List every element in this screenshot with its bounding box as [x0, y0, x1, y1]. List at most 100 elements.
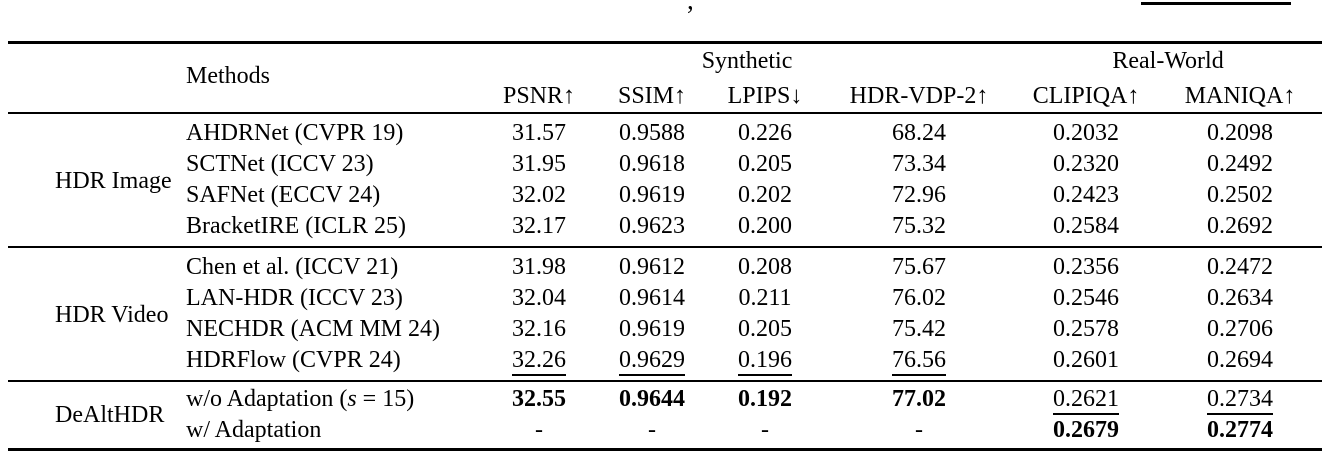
table-row: SAFNet (ECCV 24) 32.02 0.9619 0.202 72.96 0.2…	[8, 180, 1322, 211]
method-cell: SCTNet (ICCV 23)	[186, 150, 374, 177]
method-cell: BracketIRE (ICLR 25)	[186, 212, 406, 239]
value-cell: 0.2774	[1207, 416, 1274, 443]
value-cell: 0.226	[738, 119, 792, 146]
value-cell: 0.9619	[619, 315, 685, 342]
method-cell: NECHDR (ACM MM 24)	[186, 315, 441, 342]
value-cell: 76.02	[892, 284, 947, 311]
value-cell: 75.67	[892, 253, 947, 280]
clipiqa-column-header: CLIPIQA↑	[1032, 82, 1140, 109]
value-cell: 32.55	[512, 385, 566, 412]
value-cell: 0.2356	[1053, 253, 1120, 280]
value-cell: 0.2546	[1053, 284, 1120, 311]
value-cell: -	[915, 416, 924, 443]
table-row: DeAltHDR w/o Adaptation (s = 15) 32.55 0.96…	[8, 381, 1322, 428]
ssim-column-header: SSIM↑	[617, 82, 687, 109]
value-cell: 0.200	[738, 212, 792, 239]
value-cell: 0.2734	[1158, 381, 1322, 415]
method-cell: w/o Adaptation (s = 15)	[186, 385, 415, 412]
value-cell: 0.2621	[1014, 381, 1158, 415]
value-cell: 77.02	[892, 385, 947, 412]
table-row: HDR Image AHDRNet (CVPR 19) 31.57 0.9588 0.2…	[8, 113, 1322, 195]
value-cell: 76.56	[824, 345, 1014, 381]
table-row: HDRFlow (CVPR 24) 32.26 0.9629 0.196 76.56 0.…	[8, 345, 1322, 381]
value-cell: 0.9629	[598, 345, 706, 381]
hdr-vdp-2-column-header: HDR-VDP-2↑	[849, 82, 989, 109]
value-cell: 0.2578	[1053, 315, 1120, 342]
value-cell: 0.2492	[1207, 150, 1274, 177]
table-row: HDR Video Chen et al. (ICCV 21) 31.98 0.961…	[8, 247, 1322, 329]
lpips-column-header: LPIPS↓	[727, 82, 803, 109]
value-cell: 0.2601	[1053, 346, 1120, 373]
value-cell: 75.42	[892, 315, 947, 342]
method-cell: SAFNet (ECCV 24)	[186, 181, 381, 208]
value-cell: 32.26	[480, 345, 598, 381]
value-cell: 0.192	[738, 385, 792, 412]
value-cell: 0.9588	[619, 119, 685, 146]
value-cell: 0.2692	[1207, 212, 1274, 239]
maniqa-column-header: MANIQA↑	[1184, 82, 1296, 109]
value-cell: 0.196	[706, 345, 824, 381]
value-cell: 0.2098	[1207, 119, 1274, 146]
value-cell: 0.2032	[1053, 119, 1120, 146]
value-cell: 0.9644	[619, 385, 685, 412]
value-cell: 0.208	[738, 253, 792, 280]
value-cell: 0.2634	[1207, 284, 1274, 311]
method-cell: HDRFlow (CVPR 24)	[186, 346, 401, 373]
method-cell: LAN-HDR (ICCV 23)	[186, 284, 403, 311]
value-cell: 0.9614	[619, 284, 685, 311]
value-cell: 68.24	[892, 119, 947, 146]
table-row: SCTNet (ICCV 23) 31.95 0.9618 0.205 73.34 0.2…	[8, 149, 1322, 180]
value-cell: 0.2679	[1053, 416, 1120, 443]
group-hdr-video: HDR Video Chen et al. (ICCV 21) 31.98 0.961…	[8, 247, 1323, 381]
header-group-row: Methods Synthetic Real-World	[8, 43, 1322, 90]
value-cell: 0.2584	[1053, 212, 1120, 239]
group-label: HDR Video	[55, 302, 169, 328]
synthetic-group-header: Synthetic	[701, 47, 793, 74]
value-cell: -	[648, 416, 656, 443]
value-cell: 32.17	[512, 212, 566, 239]
corner-spacer	[8, 43, 180, 113]
value-cell: 0.9619	[619, 181, 685, 208]
table-row: w/ Adaptation - - - - 0.2679 0.2774	[8, 415, 1322, 450]
value-cell: 0.2423	[1053, 181, 1120, 208]
group-hdr-image: HDR Image AHDRNet (CVPR 19) 31.57 0.9588 0.2…	[8, 113, 1323, 247]
value-cell: 0.205	[738, 150, 792, 177]
method-cell: AHDRNet (CVPR 19)	[186, 119, 404, 146]
value-cell: 0.2320	[1053, 150, 1120, 177]
table-row: NECHDR (ACM MM 24) 32.16 0.9619 0.205 75.42 0…	[8, 314, 1322, 345]
method-cell: Chen et al. (ICCV 21)	[186, 253, 399, 280]
table-row: BracketIRE (ICLR 25) 32.17 0.9623 0.200 75.3…	[8, 211, 1322, 247]
group-dealthdr: DeAltHDR w/o Adaptation (s = 15) 32.55 0.96…	[8, 381, 1323, 450]
real-world-group-header: Real-World	[1112, 47, 1224, 74]
value-cell: 32.04	[512, 284, 566, 311]
value-cell: 31.98	[512, 253, 566, 280]
value-cell: -	[761, 416, 769, 443]
value-cell: 0.211	[738, 284, 792, 311]
value-cell: 32.16	[512, 315, 566, 342]
group-label: HDR Image	[55, 168, 172, 194]
methods-column-header: Methods	[186, 63, 270, 90]
value-cell: 0.2472	[1207, 253, 1274, 280]
value-cell: 31.57	[512, 119, 566, 146]
value-cell: 73.34	[892, 150, 947, 177]
results-table: Methods Synthetic Real-World PSNR↑ SSIM↑…	[8, 41, 1323, 451]
value-cell: 32.02	[512, 181, 566, 208]
table-row: LAN-HDR (ICCV 23) 32.04 0.9614 0.211 76.02 0.…	[8, 283, 1322, 314]
value-cell: -	[535, 416, 543, 443]
value-cell: 0.9612	[619, 253, 685, 280]
value-cell: 0.205	[738, 315, 792, 342]
value-cell: 0.9623	[619, 212, 685, 239]
group-label: DeAltHDR	[55, 402, 165, 428]
header-metrics-row: PSNR↑ SSIM↑ LPIPS↓ HDR-VDP-2↑ CLIPIQA↑ M…	[8, 77, 1322, 113]
value-cell: 31.95	[512, 150, 566, 177]
value-cell: 0.202	[738, 181, 792, 208]
value-cell: 0.2706	[1207, 315, 1274, 342]
table-header: Methods Synthetic Real-World PSNR↑ SSIM↑…	[8, 42, 1323, 113]
value-cell: 0.2694	[1207, 346, 1274, 373]
value-cell: 0.2502	[1207, 181, 1274, 208]
method-cell: w/ Adaptation	[186, 416, 322, 443]
value-cell: 72.96	[892, 181, 947, 208]
value-cell: 0.9618	[619, 150, 685, 177]
value-cell: 75.32	[892, 212, 947, 239]
